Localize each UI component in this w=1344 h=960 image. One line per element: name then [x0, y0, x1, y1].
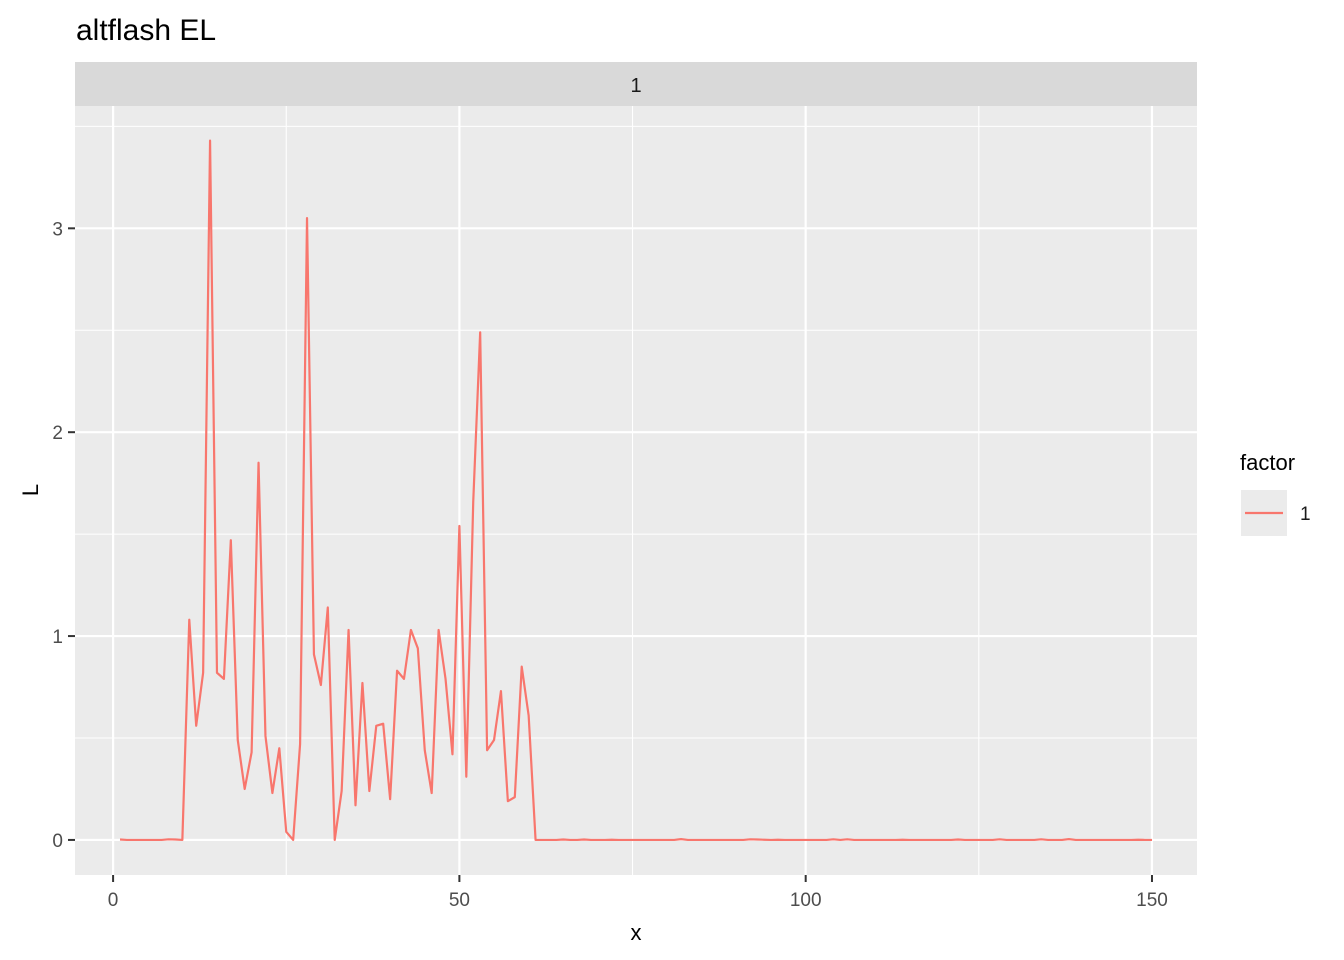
y-tick-label: 1 — [52, 627, 63, 648]
x-tick-label: 100 — [790, 890, 822, 911]
legend-title: factor — [1240, 450, 1295, 475]
x-tick-label: 150 — [1136, 890, 1168, 911]
legend-entry-label: 1 — [1300, 504, 1311, 525]
grid-lines — [75, 106, 1197, 875]
y-tick-label: 0 — [52, 831, 63, 852]
series-line-1 — [119, 139, 1152, 842]
x-tick-label: 50 — [449, 890, 470, 911]
legend: factor 1 — [1240, 450, 1311, 536]
facet-strip — [75, 62, 1197, 106]
data-layer — [119, 139, 1152, 842]
facet-strip-label: 1 — [630, 75, 641, 97]
x-axis-label: x — [631, 920, 642, 945]
y-tick-label: 3 — [52, 219, 63, 240]
y-tick-label: 2 — [52, 423, 63, 444]
x-tick-label: 0 — [108, 890, 119, 911]
y-axis-label: L — [18, 484, 43, 496]
chart-title: altflash EL — [76, 14, 216, 47]
y-axis: 0 1 2 3 — [52, 219, 75, 852]
plot-panel — [75, 106, 1197, 875]
x-axis: 0 50 100 150 — [108, 875, 1168, 911]
